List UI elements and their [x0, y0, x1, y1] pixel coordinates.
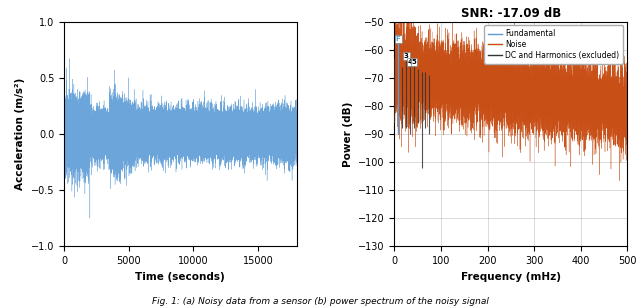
Text: 3: 3: [404, 53, 409, 59]
Y-axis label: Acceleration (m/s²): Acceleration (m/s²): [15, 78, 25, 190]
Text: 5: 5: [412, 59, 417, 65]
Text: Fig. 1: (a) Noisy data from a sensor (b) power spectrum of the noisy signal: Fig. 1: (a) Noisy data from a sensor (b)…: [152, 298, 488, 306]
Text: F: F: [396, 36, 401, 42]
X-axis label: Frequency (mHz): Frequency (mHz): [461, 272, 561, 282]
Title: SNR: -17.09 dB: SNR: -17.09 dB: [461, 7, 561, 20]
Text: 4: 4: [408, 59, 413, 65]
Legend: Fundamental, Noise, DC and Harmonics (excluded): Fundamental, Noise, DC and Harmonics (ex…: [484, 25, 623, 64]
X-axis label: Time (seconds): Time (seconds): [136, 272, 225, 282]
Y-axis label: Power (dB): Power (dB): [342, 101, 353, 167]
